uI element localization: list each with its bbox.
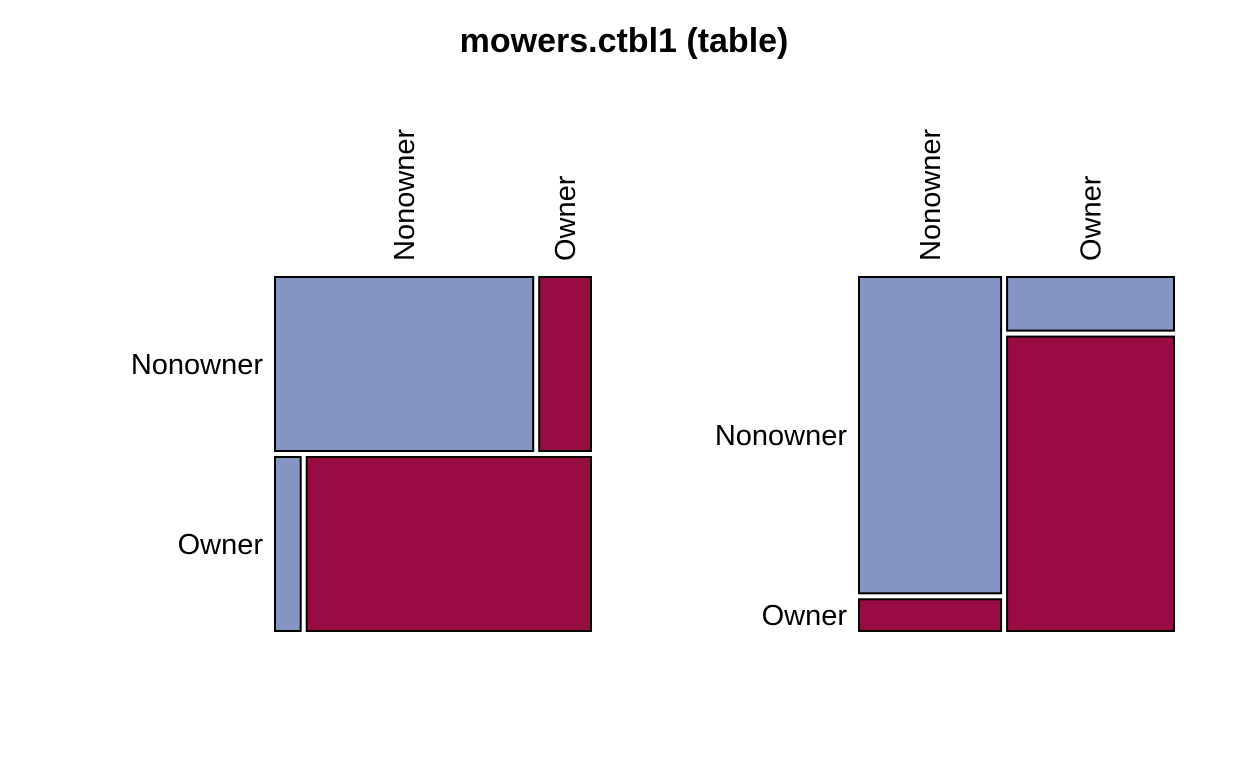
row-label-owner: Owner — [178, 529, 264, 561]
mosaic-cell-owner-nonowner — [1006, 276, 1175, 332]
mosaic-cell-nonowner-owner — [538, 276, 593, 452]
mosaic-cell-owner-owner — [1006, 335, 1175, 632]
row-label-nonowner: Nonowner — [715, 420, 848, 452]
col-label-nonowner: Nonowner — [389, 128, 421, 261]
col-label-nonowner: Nonowner — [915, 128, 947, 261]
mosaic-panel-columns: Nonowner Owner Nonowner Owner — [715, 128, 1175, 632]
col-label-owner: Owner — [1076, 175, 1108, 261]
mosaic-cell-nonowner-nonowner — [858, 276, 1003, 595]
mosaic-cell-owner-nonowner — [274, 456, 302, 632]
mosaic-cell-owner-owner — [305, 456, 592, 632]
col-label-owner: Owner — [550, 175, 582, 261]
mosaic-cell-nonowner-nonowner — [274, 276, 535, 452]
mosaic-cell-nonowner-owner — [858, 598, 1003, 632]
row-label-nonowner: Nonowner — [131, 349, 264, 381]
chart-title: mowers.ctbl1 (table) — [459, 22, 789, 60]
mosaic-panel-rows: Nonowner Owner Nonowner Owner — [131, 128, 593, 632]
row-label-owner: Owner — [762, 600, 848, 632]
